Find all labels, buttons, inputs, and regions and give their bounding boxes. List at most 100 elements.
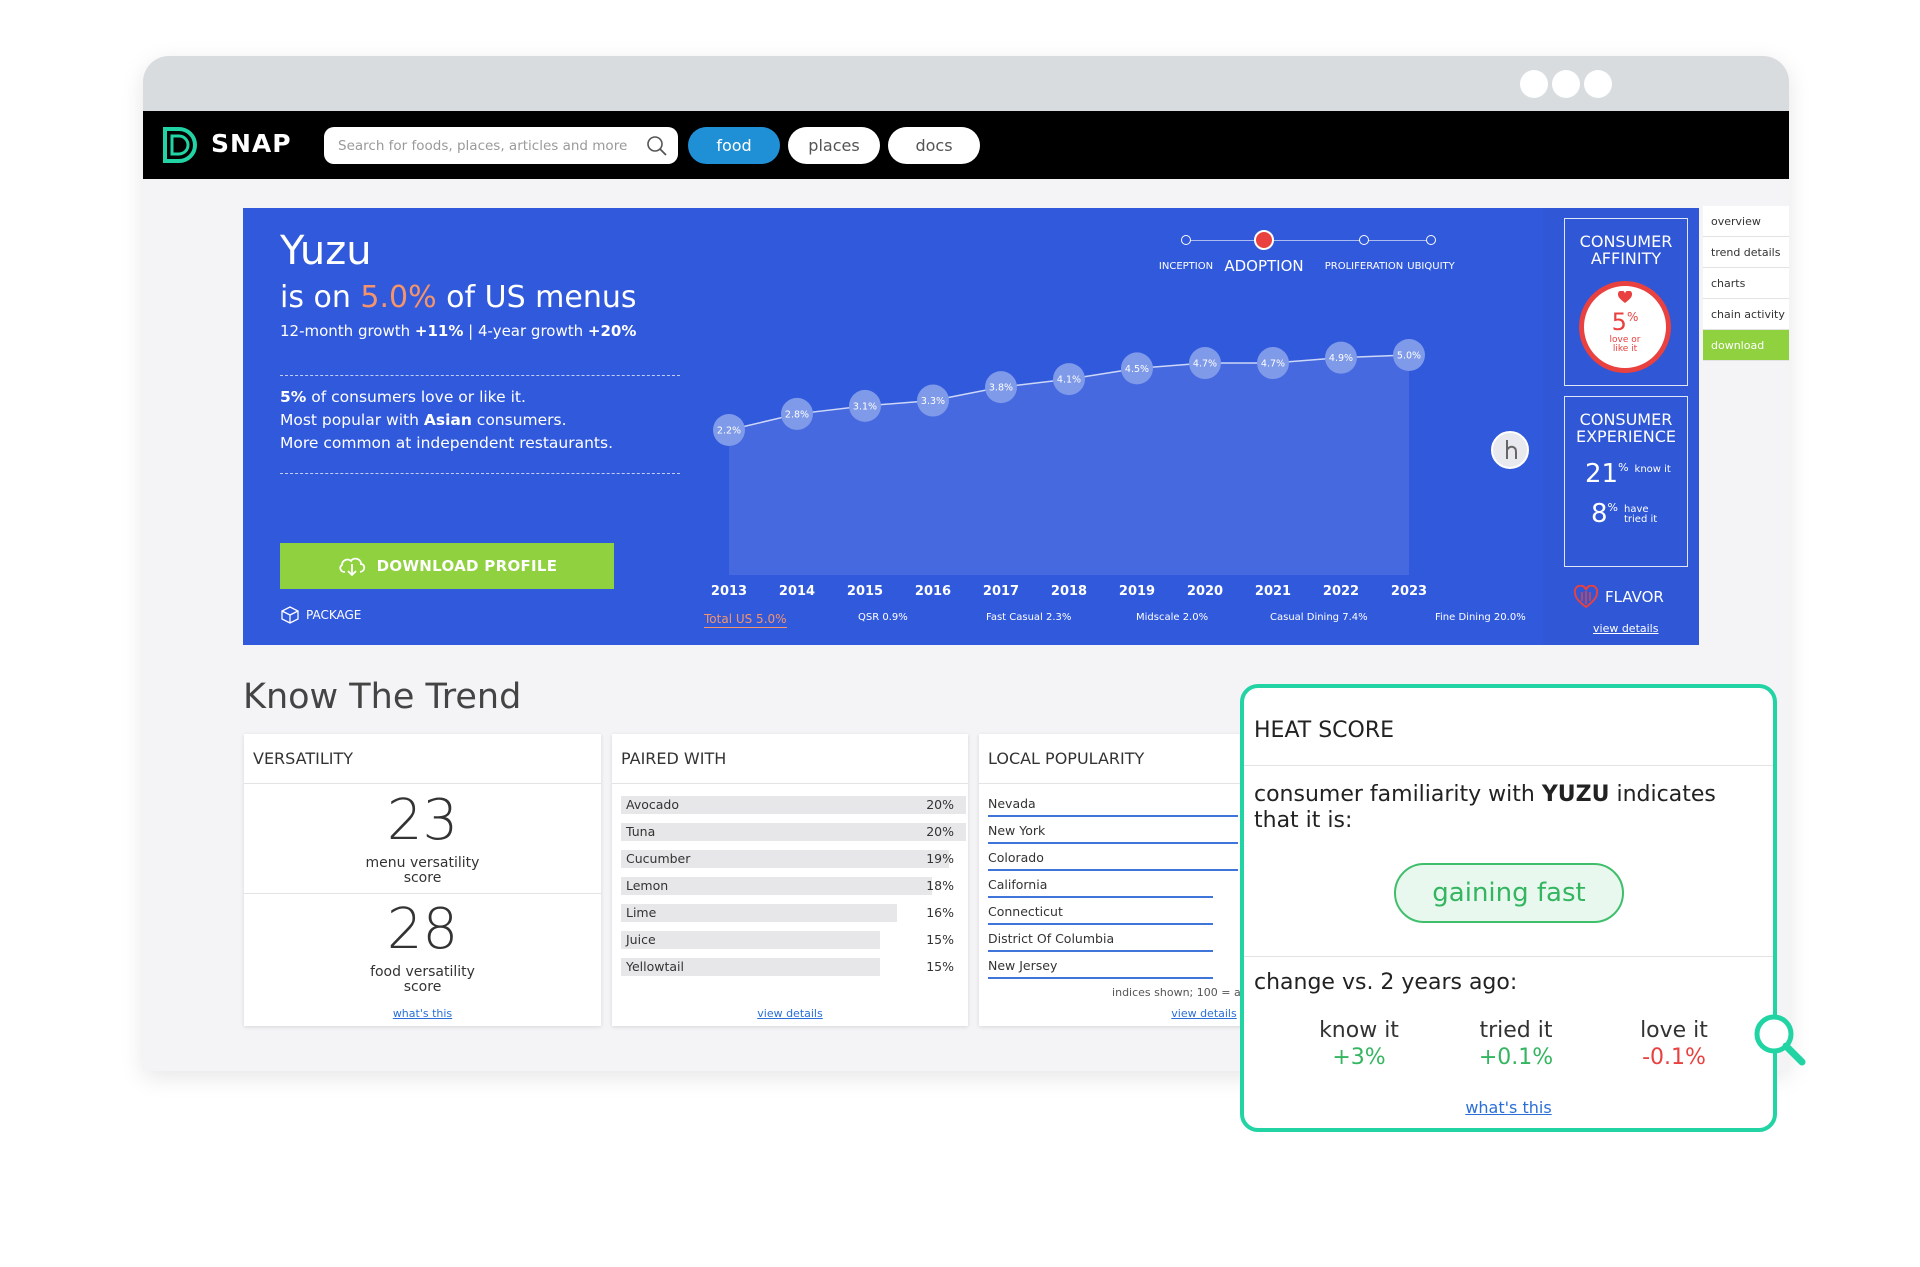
food-versatility-label: food versatility score [244,965,601,995]
chart-point[interactable] [781,397,813,430]
versatility-title: VERSATILITY [244,734,601,784]
local-index-bar [988,869,1238,871]
nav-chain-activity[interactable]: chain activity [1703,299,1789,330]
segment-total-us[interactable]: Total US 5.0% [704,612,787,628]
change-love-it-label: love it [1640,1018,1708,1043]
package-link[interactable]: PACKAGE [280,605,361,625]
know-it-unit: % [1618,461,1629,474]
headline-suffix: of US menus [436,280,637,315]
chart-point[interactable] [1393,339,1425,371]
change-tried-it-value: +0.1% [1478,1045,1554,1070]
stage-dot-inception[interactable] [1181,235,1191,245]
heat-status-badge: gaining fast [1394,863,1624,923]
chart-point[interactable] [1257,347,1289,380]
chart-scrub-handle-icon[interactable] [1490,430,1530,470]
local-item-name: New York [988,823,1046,838]
search-icon[interactable] [646,135,668,157]
local-popularity-title: LOCAL POPULARITY [979,734,1279,784]
stage-dot-ubiquity[interactable] [1426,235,1436,245]
stage-dot-proliferation[interactable] [1359,235,1369,245]
flavor-link[interactable]: FLAVOR [1573,585,1664,609]
window-dot-1[interactable] [1520,70,1548,98]
affinity-gauge: 5% love or like it [1579,281,1671,373]
chart-point-label: 4.1% [1057,375,1081,386]
stage-track [1186,240,1431,241]
paired-item: Lime 16% [621,904,966,922]
stage-dot-adoption[interactable] [1254,230,1274,250]
search-box[interactable] [324,127,678,164]
chart-point[interactable] [917,384,949,417]
segment-fine-dining[interactable]: Fine Dining 20.0% [1435,612,1526,623]
paired-bar [621,904,897,922]
chart-area-fill [729,355,1409,575]
chart-point[interactable] [1189,347,1221,380]
paired-bar [621,931,880,949]
window-dot-2[interactable] [1552,70,1580,98]
page-section-nav: overview trend details charts chain acti… [1703,206,1789,361]
segment-midscale[interactable]: Midscale 2.0% [1136,612,1209,623]
growth-line: 12-month growth +11% | 4-year growth +20… [280,322,636,340]
chart-point[interactable] [985,371,1017,404]
chart-point[interactable] [1053,363,1085,396]
nav-charts[interactable]: charts [1703,268,1789,299]
paired-bar [621,877,932,895]
chart-x-tick-label: 2014 [779,584,815,599]
local-view-details-link[interactable]: view details [1171,1007,1237,1020]
change-know-it: know it +3% [1284,1018,1434,1070]
segment-casual-dining[interactable]: Casual Dining 7.4% [1270,612,1368,623]
nav-overview[interactable]: overview [1703,206,1789,237]
paired-item-pct: 16% [926,905,954,920]
change-tried-it: tried it +0.1% [1441,1018,1591,1070]
chart-point-label: 3.3% [921,396,945,407]
menu-versatility-label: menu versatility score [244,856,601,886]
heart-icon [1618,291,1632,303]
chart-point[interactable] [1325,341,1357,374]
chart-x-tick-label: 2018 [1051,584,1087,599]
tab-food[interactable]: food [688,127,780,164]
paired-item-pct: 20% [926,797,954,812]
tab-docs[interactable]: docs [888,127,980,164]
affinity-title-line-1: CONSUMER [1579,232,1673,251]
chart-x-tick-label: 2022 [1323,584,1359,599]
divider-top [280,375,680,376]
paired-item-name: Yellowtail [626,959,684,974]
heat-whats-this-link[interactable]: what's this [1465,1098,1552,1117]
chart-point[interactable] [1121,352,1153,385]
local-item: Connecticut [988,904,1213,925]
nav-download[interactable]: download [1703,330,1789,361]
change-know-it-label: know it [1319,1018,1399,1043]
versatility-whats-this-link[interactable]: what's this [392,1007,453,1020]
flavor-heart-icon [1573,585,1599,609]
chart-point[interactable] [713,414,745,446]
flavor-view-details-link[interactable]: view details [1593,622,1659,635]
segment-qsr[interactable]: QSR 0.9% [858,612,908,623]
paired-view-details-link[interactable]: view details [757,1007,823,1020]
heat-text-pre: consumer familiarity with [1254,782,1542,807]
local-item: District Of Columbia [988,931,1213,952]
divider-bottom [280,473,680,474]
affinity-value: 5% [1584,308,1666,336]
consumer-experience-box: CONSUMER EXPERIENCE 21% know it 8% have tr… [1564,396,1688,567]
chart-point-label: 3.8% [989,383,1013,394]
search-input[interactable] [338,127,638,164]
download-profile-button[interactable]: DOWNLOAD PROFILE [280,543,614,589]
cloud-download-icon [339,557,365,577]
insight-restaurants: More common at independent restaurants. [280,434,614,452]
local-index-bar [988,815,1238,817]
chart-point-label: 3.1% [853,401,877,412]
nav-trend-details[interactable]: trend details [1703,237,1789,268]
heat-familiarity-text: consumer familiarity with YUZU indicates… [1254,782,1764,834]
segment-fast-casual[interactable]: Fast Casual 2.3% [986,612,1072,623]
tab-places[interactable]: places [788,127,880,164]
paired-item-pct: 15% [926,932,954,947]
app-name[interactable]: SNAP [211,129,292,158]
item-title: Yuzu [280,228,372,274]
page-footer-space [243,1039,1383,1071]
trend-hero: Yuzu is on 5.0% of US menus 12-month gro… [243,208,1699,645]
paired-item-pct: 20% [926,824,954,839]
consumer-metrics-panel: CONSUMER AFFINITY 5% love or like it CONSU… [1543,208,1699,645]
versatility-divider [244,893,601,894]
window-dot-3[interactable] [1584,70,1612,98]
chart-point[interactable] [849,389,881,422]
paired-item-name: Juice [626,932,656,947]
